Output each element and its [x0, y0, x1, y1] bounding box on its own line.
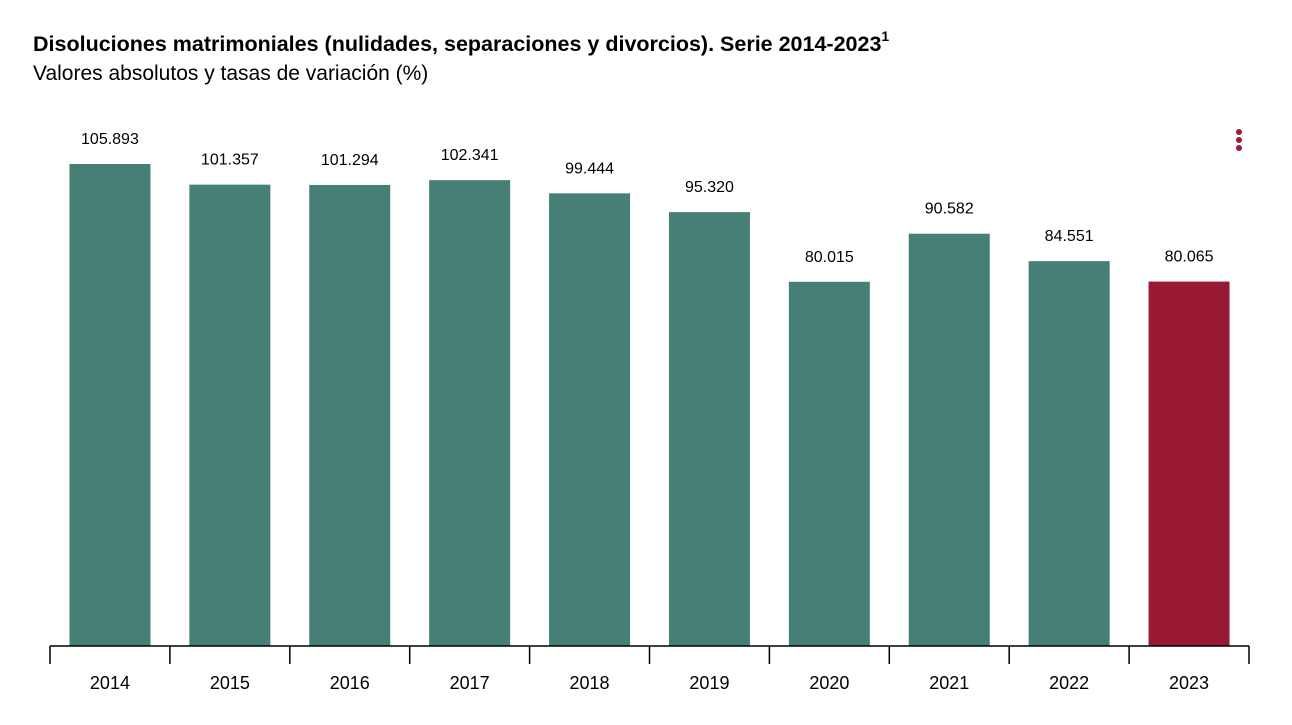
- data-label-2014: 105.893: [81, 131, 139, 148]
- x-tick-label-2018: 2018: [570, 673, 610, 693]
- x-tick-label-2022: 2022: [1049, 673, 1089, 693]
- bar-2017: [429, 180, 511, 647]
- bar-2022: [1028, 261, 1110, 646]
- title-footnote-marker: 1: [881, 28, 890, 44]
- kebab-menu-icon[interactable]: [1230, 127, 1250, 157]
- menu-dot: [1236, 137, 1242, 143]
- bar-2019: [668, 212, 750, 647]
- data-label-2015: 101.357: [201, 152, 259, 169]
- menu-dot: [1236, 145, 1242, 151]
- x-tick-label-2016: 2016: [330, 673, 370, 693]
- data-label-2023: 80.065: [1165, 249, 1214, 266]
- bar-2018: [549, 193, 631, 647]
- bar-2023: [1148, 281, 1230, 646]
- x-tick-label-2023: 2023: [1169, 673, 1209, 693]
- data-label-2016: 101.294: [321, 152, 379, 169]
- data-label-2017: 102.341: [441, 147, 499, 164]
- chart-title-text: Disoluciones matrimoniales (nulidades, s…: [33, 32, 882, 57]
- bar-2020: [788, 281, 870, 646]
- menu-dot: [1236, 129, 1242, 135]
- x-tick-label-2015: 2015: [210, 673, 250, 693]
- x-tick-label-2017: 2017: [450, 673, 490, 693]
- x-tick-label-2019: 2019: [689, 673, 729, 693]
- data-label-2020: 80.015: [805, 249, 854, 266]
- chart-subtitle: Valores absolutos y tasas de variación (…: [33, 62, 429, 85]
- data-label-2021: 90.582: [925, 201, 974, 218]
- x-tick-label-2021: 2021: [929, 673, 969, 693]
- bar-2016: [309, 184, 391, 646]
- data-label-2018: 99.444: [565, 160, 614, 177]
- chart-title: Disoluciones matrimoniales (nulidades, s…: [33, 28, 890, 57]
- data-label-2019: 95.320: [685, 179, 734, 196]
- x-tick-label-2014: 2014: [90, 673, 130, 693]
- data-label-2022: 84.551: [1045, 228, 1094, 245]
- bar-2021: [908, 233, 990, 646]
- bar-2015: [189, 184, 271, 647]
- x-tick-label-2020: 2020: [809, 673, 849, 693]
- bar-2014: [69, 164, 151, 646]
